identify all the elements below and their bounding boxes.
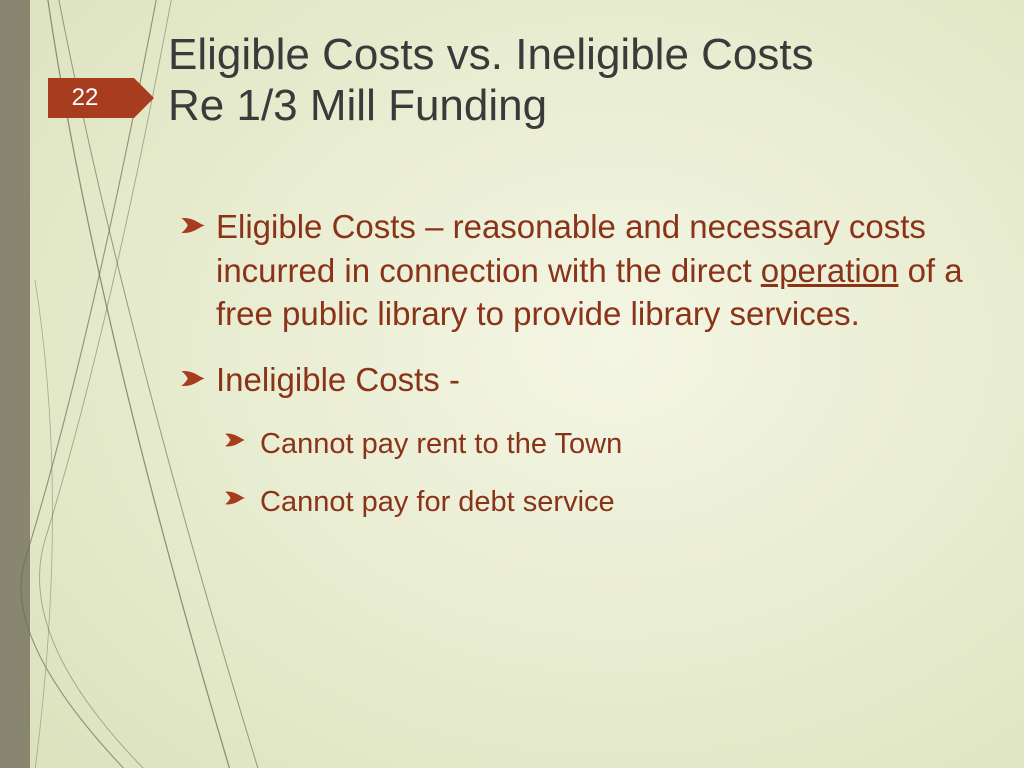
title-line-2: Re 1/3 Mill Funding	[168, 81, 547, 130]
bullet-level-1: Ineligible Costs -	[180, 358, 980, 402]
bullet-icon	[224, 431, 246, 449]
page-number-tag: 22	[48, 78, 134, 118]
title-line-1: Eligible Costs vs. Ineligible Costs	[168, 30, 814, 79]
bullet-text: Cannot pay for debt service	[260, 486, 615, 518]
content-body: Eligible Costs – reasonable and necessar…	[180, 205, 980, 539]
bullet-level-2: Cannot pay for debt service	[224, 481, 980, 523]
bullet-text: Ineligible Costs -	[216, 361, 460, 398]
bullet-text: Cannot pay rent to the Town	[260, 428, 622, 460]
page-number: 22	[72, 84, 99, 112]
bullet-icon	[180, 215, 206, 236]
bullet-level-1: Eligible Costs – reasonable and necessar…	[180, 205, 980, 336]
underlined-text: operation	[761, 252, 899, 289]
slide-title: Eligible Costs vs. Ineligible Costs Re 1…	[168, 30, 988, 131]
slide: 22 Eligible Costs vs. Ineligible Costs R…	[0, 0, 1024, 768]
bullet-icon	[224, 489, 246, 507]
bullet-icon	[180, 368, 206, 389]
bullet-level-2: Cannot pay rent to the Town	[224, 423, 980, 465]
left-accent-bar	[0, 0, 30, 768]
